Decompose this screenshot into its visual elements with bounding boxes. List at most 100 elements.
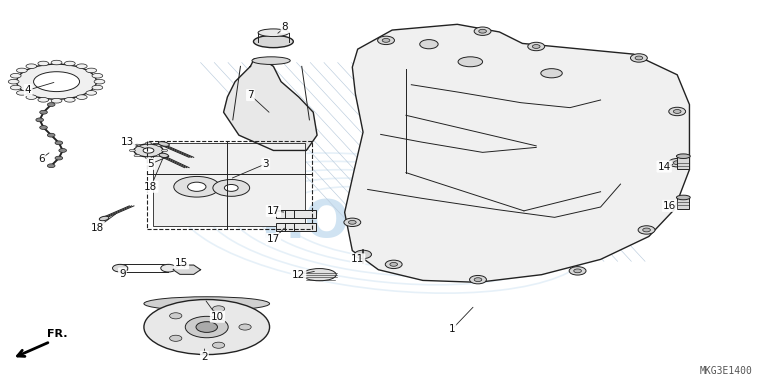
Circle shape [470,275,487,284]
Polygon shape [173,265,201,275]
Polygon shape [276,210,315,219]
Ellipse shape [26,64,37,69]
Circle shape [48,133,55,137]
Circle shape [344,218,361,226]
Ellipse shape [8,79,19,84]
Ellipse shape [99,216,109,221]
Text: HONDA: HONDA [260,197,478,249]
Polygon shape [345,24,690,282]
Ellipse shape [112,264,128,272]
Circle shape [48,103,55,107]
Ellipse shape [254,35,293,48]
Ellipse shape [34,72,79,92]
Ellipse shape [65,61,75,66]
Text: 13: 13 [122,137,135,147]
Circle shape [40,110,48,114]
Text: 7: 7 [247,90,254,100]
Ellipse shape [134,144,140,146]
Text: 17: 17 [267,206,280,216]
Circle shape [212,306,225,312]
Ellipse shape [302,269,336,281]
Text: 18: 18 [91,223,104,233]
Ellipse shape [161,149,168,152]
Circle shape [196,322,218,332]
Circle shape [643,228,651,232]
Ellipse shape [144,297,270,311]
Ellipse shape [26,95,37,99]
Ellipse shape [92,85,103,90]
Circle shape [55,141,63,145]
Ellipse shape [677,154,691,159]
Polygon shape [677,198,690,209]
Ellipse shape [76,95,87,99]
Text: 8: 8 [281,22,288,32]
Ellipse shape [86,90,97,95]
Ellipse shape [458,57,483,67]
Text: 10: 10 [211,312,224,322]
Ellipse shape [92,74,103,78]
Text: 4: 4 [25,85,32,95]
Ellipse shape [76,64,87,69]
Text: 9: 9 [119,268,126,278]
Circle shape [143,148,154,153]
Ellipse shape [158,142,169,146]
Circle shape [385,260,402,269]
Circle shape [669,107,686,116]
Circle shape [631,54,647,62]
Ellipse shape [677,195,691,200]
Circle shape [528,42,544,51]
Circle shape [48,164,55,167]
Ellipse shape [145,157,151,159]
Circle shape [382,38,390,42]
Polygon shape [224,59,317,151]
Circle shape [532,45,540,49]
Circle shape [390,263,398,266]
Ellipse shape [38,61,48,66]
Ellipse shape [157,144,163,146]
Ellipse shape [134,154,140,157]
Circle shape [420,40,438,49]
Ellipse shape [145,142,151,144]
Polygon shape [276,223,315,231]
Text: 6: 6 [38,154,45,164]
Circle shape [59,149,66,152]
Circle shape [474,27,491,35]
Circle shape [188,182,206,191]
Ellipse shape [11,85,21,90]
Text: 16: 16 [663,201,676,211]
Circle shape [635,56,643,60]
Ellipse shape [159,153,168,158]
Circle shape [212,342,225,348]
Ellipse shape [38,97,48,102]
Ellipse shape [52,60,62,65]
Circle shape [225,184,238,191]
Text: 12: 12 [292,270,305,280]
Ellipse shape [258,29,288,37]
Circle shape [348,220,356,224]
Ellipse shape [17,64,96,99]
Circle shape [674,110,681,113]
Text: 1: 1 [448,324,455,334]
Circle shape [479,29,487,33]
Ellipse shape [252,57,290,64]
Text: 2: 2 [201,352,208,362]
Circle shape [574,269,581,273]
Ellipse shape [157,154,163,157]
Ellipse shape [134,144,163,157]
Text: 3: 3 [262,159,269,169]
Circle shape [40,126,48,129]
Circle shape [669,159,686,167]
Ellipse shape [65,97,75,102]
Circle shape [638,226,655,234]
Text: 17: 17 [267,234,280,244]
Ellipse shape [541,69,562,78]
Circle shape [185,316,228,338]
Text: 18: 18 [144,182,158,192]
Circle shape [355,250,371,259]
Ellipse shape [161,264,176,272]
Text: MKG3E1400: MKG3E1400 [700,366,752,376]
Ellipse shape [11,74,21,78]
Ellipse shape [16,90,27,95]
Polygon shape [677,157,690,169]
Circle shape [569,267,586,275]
